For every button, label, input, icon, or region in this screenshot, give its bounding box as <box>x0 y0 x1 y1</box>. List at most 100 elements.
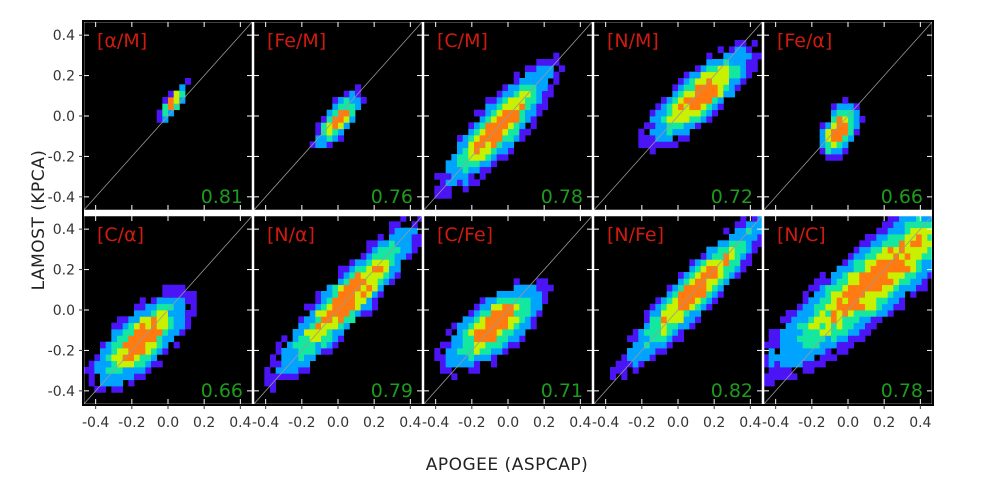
density-cell <box>831 329 838 336</box>
density-cell <box>315 316 322 324</box>
density-cell <box>485 116 492 123</box>
density-cell <box>156 329 163 336</box>
density-cell <box>349 284 356 292</box>
density-cell <box>842 122 849 130</box>
density-cell <box>695 259 702 267</box>
density-cell <box>383 265 390 273</box>
density-cell <box>411 234 418 241</box>
density-cell <box>717 78 724 85</box>
density-cell <box>145 335 152 343</box>
density-cell <box>366 297 373 305</box>
density-cell <box>768 341 775 349</box>
density-cell <box>689 322 696 330</box>
density-cell <box>910 259 917 267</box>
density-cell <box>525 109 532 117</box>
density-cell <box>746 46 753 54</box>
density-cell <box>530 90 537 98</box>
density-cell <box>139 348 146 355</box>
density-cell <box>638 341 645 349</box>
density-cell <box>740 259 747 267</box>
density-cell <box>553 71 560 79</box>
density-cell <box>916 221 923 229</box>
density-cell <box>666 109 673 117</box>
density-cell <box>689 84 696 92</box>
density-cell <box>315 348 322 355</box>
density-cell <box>145 303 152 311</box>
density-cell <box>502 147 509 155</box>
density-cell <box>695 291 702 298</box>
y-tick-label: 0.2 <box>53 69 75 85</box>
x-tick-label: 0.0 <box>837 415 859 431</box>
density-cell <box>814 335 821 343</box>
density-cell <box>338 272 345 279</box>
density-cell <box>445 354 452 362</box>
density-cell <box>156 303 163 311</box>
density-cell <box>632 367 639 374</box>
density-cell <box>508 291 515 298</box>
density-cell <box>485 316 492 324</box>
density-cell <box>876 316 883 324</box>
density-cell <box>445 173 452 180</box>
density-cell <box>298 335 305 343</box>
density-cell <box>638 141 645 149</box>
density-cell <box>876 310 883 317</box>
density-cell <box>173 310 180 317</box>
density-cell <box>474 160 481 168</box>
one-to-one-line <box>82 20 254 212</box>
density-cell <box>649 316 656 324</box>
density-cell <box>661 341 668 349</box>
x-tick-label: 0.4 <box>909 415 931 431</box>
density-cell <box>451 373 458 381</box>
density-cell <box>326 303 333 311</box>
density-cell <box>462 329 469 336</box>
density-cell <box>780 354 787 362</box>
density-cell <box>717 272 724 279</box>
density-cell <box>655 297 662 305</box>
density-cell <box>661 103 668 111</box>
density-cell <box>865 240 872 248</box>
density-cell <box>128 367 135 374</box>
density-cell <box>927 240 934 248</box>
density-cell <box>128 316 135 324</box>
density-cell <box>672 109 679 117</box>
density-cell <box>139 367 146 374</box>
density-cell <box>712 291 719 298</box>
density-cell <box>151 303 158 311</box>
density-cell <box>893 265 900 273</box>
density-cell <box>808 360 815 368</box>
density-cell <box>899 303 906 311</box>
density-cell <box>502 84 509 92</box>
density-cell <box>904 215 911 222</box>
density-cell <box>360 272 367 279</box>
density-cell <box>151 329 158 336</box>
density-cell <box>848 253 855 260</box>
density-cell <box>496 116 503 123</box>
density-cell <box>332 297 339 305</box>
density-cell <box>825 122 832 130</box>
density-cell <box>723 278 730 286</box>
density-cell <box>791 354 798 362</box>
density-cell <box>836 291 843 298</box>
density-cell <box>513 116 520 123</box>
density-cell <box>836 265 843 273</box>
density-cell <box>723 78 730 85</box>
density-cell <box>666 297 673 305</box>
density-cell <box>882 234 889 241</box>
density-cell <box>355 97 362 104</box>
density-cell <box>134 329 141 336</box>
density-cell <box>655 116 662 123</box>
density-cell <box>304 367 311 374</box>
density-cell <box>882 284 889 292</box>
density-cell <box>876 227 883 235</box>
density-cell <box>536 291 543 298</box>
density-cell <box>332 97 339 104</box>
density-cell <box>173 329 180 336</box>
density-cell <box>836 272 843 279</box>
density-cell <box>530 303 537 311</box>
density-cell <box>485 322 492 330</box>
density-cell <box>151 354 158 362</box>
density-cell <box>638 135 645 142</box>
density-cell <box>117 367 124 374</box>
density-cell <box>882 246 889 254</box>
density-cell <box>695 109 702 117</box>
